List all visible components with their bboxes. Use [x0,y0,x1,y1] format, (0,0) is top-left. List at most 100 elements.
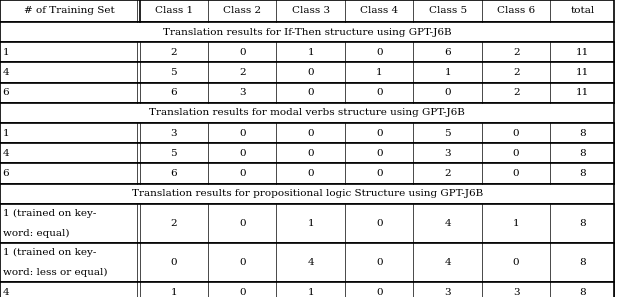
Bar [413,204,482,243]
Text: Translation results for If-Then structure using GPT-J6B: Translation results for If-Then structur… [163,28,451,37]
Bar [482,163,550,184]
Bar [413,42,482,62]
Text: 4: 4 [444,258,451,267]
Text: 3: 3 [513,288,520,297]
Bar [140,163,208,184]
Bar [276,42,345,62]
Bar [413,163,482,184]
Text: 1: 1 [3,48,9,57]
Text: 0: 0 [307,88,314,97]
Text: 0: 0 [239,288,246,297]
Bar [276,204,345,243]
Bar [482,204,550,243]
Bar [208,282,276,297]
Bar [345,143,413,163]
Text: 2: 2 [239,68,246,77]
Text: 11: 11 [576,48,589,57]
Bar [345,243,413,282]
Text: Class 6: Class 6 [497,7,535,15]
Text: 0: 0 [307,149,314,158]
Bar [0,243,614,282]
Bar [276,83,345,103]
Text: 0: 0 [170,258,177,267]
Bar [482,42,550,62]
Text: 0: 0 [376,288,383,297]
Bar [208,204,276,243]
Bar [208,243,276,282]
Text: 8: 8 [579,169,586,178]
Bar [345,62,413,83]
Text: 5: 5 [170,68,177,77]
Bar [276,143,345,163]
Bar [0,143,140,163]
Bar [550,282,614,297]
Bar [482,143,550,163]
Text: 5: 5 [444,129,451,138]
Text: word: less or equal): word: less or equal) [3,268,107,277]
Text: 8: 8 [579,219,586,228]
Text: 8: 8 [579,258,586,267]
Bar [0,143,614,163]
Bar [0,204,140,243]
Bar [550,143,614,163]
Bar [482,83,550,103]
Bar [345,83,413,103]
Text: 0: 0 [376,129,383,138]
Bar [345,42,413,62]
Text: 0: 0 [444,88,451,97]
Text: # of Training Set: # of Training Set [24,7,115,15]
Bar [208,143,276,163]
Bar [208,163,276,184]
Text: 0: 0 [239,48,246,57]
Bar [550,243,614,282]
Text: Class 5: Class 5 [429,7,467,15]
Bar [413,123,482,143]
Text: 4: 4 [307,258,314,267]
Bar [550,83,614,103]
Bar [140,243,208,282]
Text: Class 3: Class 3 [292,7,330,15]
Text: 0: 0 [239,219,246,228]
Text: 1 (trained on key-: 1 (trained on key- [3,209,96,218]
Bar [345,123,413,143]
Text: 0: 0 [376,169,383,178]
Text: 2: 2 [513,88,520,97]
Bar [550,163,614,184]
Bar [0,62,140,83]
Text: 2: 2 [513,68,520,77]
Bar [0,103,614,123]
Text: 1: 1 [307,48,314,57]
Bar [140,123,208,143]
Text: 5: 5 [170,149,177,158]
Bar [0,0,614,22]
Bar [140,62,208,83]
Bar [550,204,614,243]
Bar [0,163,614,184]
Bar [550,123,614,143]
Bar [0,83,140,103]
Text: 0: 0 [239,149,246,158]
Bar [482,62,550,83]
Text: 6: 6 [3,169,9,178]
Text: 3: 3 [170,129,177,138]
Bar [0,22,614,42]
Bar [208,42,276,62]
Text: 1: 1 [444,68,451,77]
Text: 0: 0 [239,258,246,267]
Text: 0: 0 [376,48,383,57]
Bar [276,243,345,282]
Bar [413,62,482,83]
Text: 0: 0 [513,258,520,267]
Bar [276,163,345,184]
Bar [482,282,550,297]
Text: 4: 4 [3,68,9,77]
Bar [413,83,482,103]
Text: 1: 1 [376,68,383,77]
Bar [0,163,140,184]
Bar [0,282,140,297]
Text: 0: 0 [376,219,383,228]
Bar [208,83,276,103]
Text: 6: 6 [170,88,177,97]
Text: 0: 0 [239,169,246,178]
Text: 1 (trained on key-: 1 (trained on key- [3,248,96,257]
